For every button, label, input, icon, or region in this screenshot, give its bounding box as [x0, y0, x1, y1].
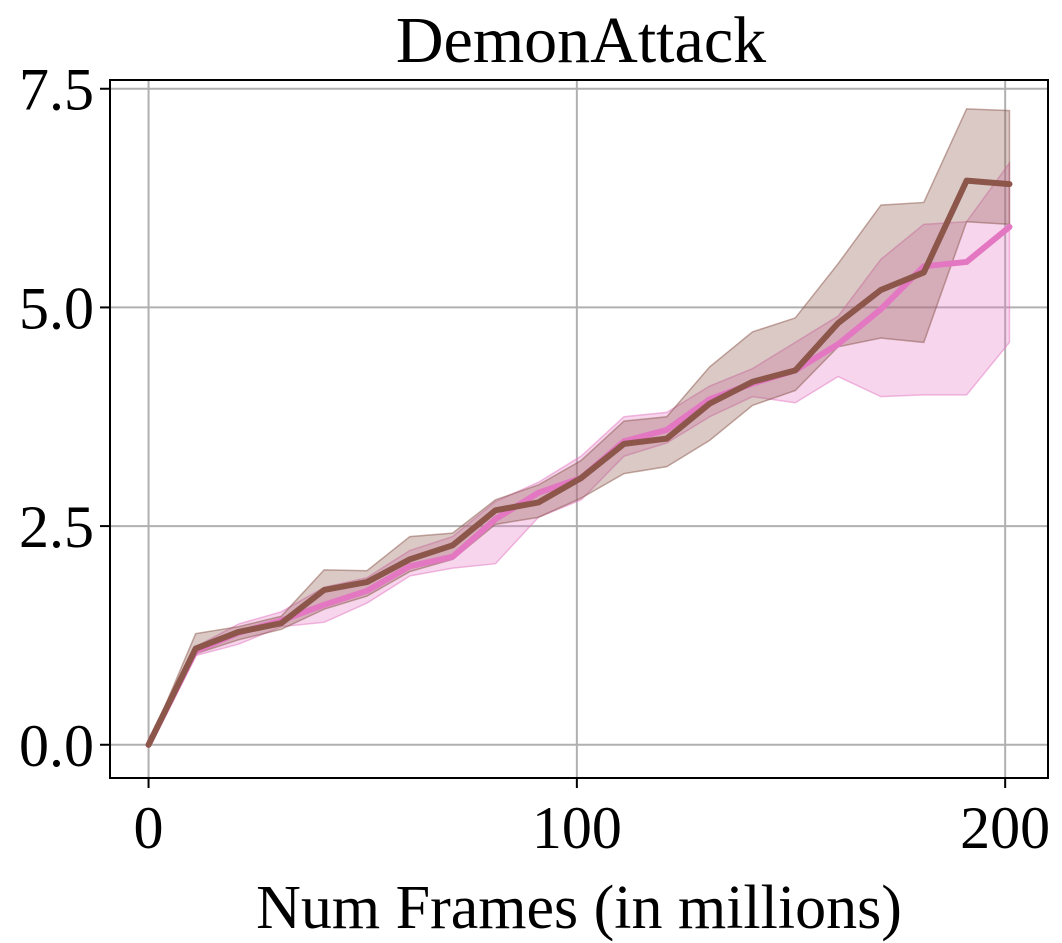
x-axis-label: Num Frames (in millions)	[256, 874, 902, 942]
confidence-bands	[147, 108, 1011, 746]
x-tick-label: 100	[532, 795, 622, 861]
y-tick-label: 0.0	[19, 713, 94, 779]
plot-frame	[109, 79, 1049, 779]
y-tick-label: 5.0	[19, 275, 94, 341]
series-lines	[145, 177, 1013, 748]
x-tick-label: 0	[134, 795, 164, 861]
axis-ticks: 0 100 200 0.0 2.5 5.0 7.5	[19, 57, 1050, 861]
y-tick-label: 7.5	[19, 57, 94, 123]
y-tick-label: 2.5	[19, 494, 94, 560]
chart-title: DemonAttack	[396, 4, 766, 77]
grid	[110, 80, 1048, 778]
x-tick-label: 200	[960, 795, 1050, 861]
confidence-band-2	[147, 108, 1011, 746]
confidence-band-1	[147, 160, 1011, 746]
series-line-2	[145, 177, 1013, 748]
